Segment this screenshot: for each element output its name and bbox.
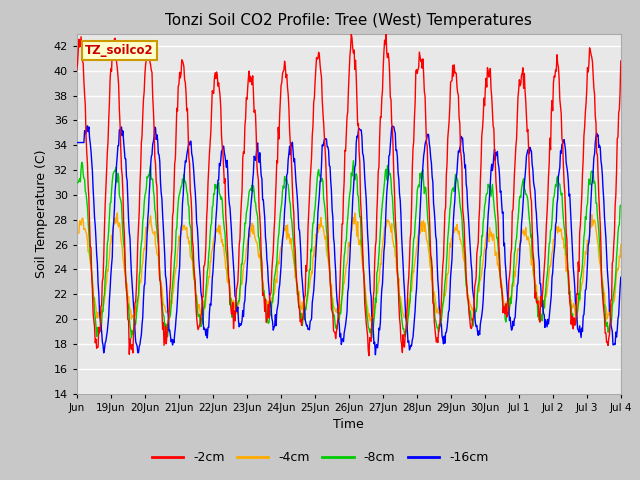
-8cm — [73, 180, 81, 185]
-16cm — [617, 275, 625, 280]
-16cm — [437, 320, 445, 326]
-2cm — [73, 67, 81, 73]
-16cm — [237, 321, 245, 327]
-8cm — [368, 335, 376, 341]
-16cm — [264, 278, 272, 284]
-2cm — [284, 91, 292, 97]
-2cm — [617, 58, 625, 64]
-2cm — [264, 312, 271, 318]
-2cm — [137, 165, 145, 171]
-4cm — [138, 274, 145, 280]
-4cm — [617, 241, 625, 247]
-4cm — [113, 210, 121, 216]
-4cm — [285, 231, 292, 237]
-8cm — [437, 321, 445, 326]
-4cm — [264, 299, 272, 304]
Line: -2cm: -2cm — [77, 33, 621, 356]
-8cm — [284, 182, 292, 188]
-2cm — [382, 30, 390, 36]
-2cm — [406, 237, 414, 242]
-2cm — [365, 353, 373, 359]
-4cm — [406, 291, 414, 297]
X-axis label: Time: Time — [333, 418, 364, 431]
Y-axis label: Soil Temperature (C): Soil Temperature (C) — [35, 149, 48, 278]
-8cm — [617, 203, 625, 208]
-16cm — [73, 140, 81, 145]
-16cm — [138, 332, 145, 338]
-16cm — [372, 352, 380, 358]
Line: -8cm: -8cm — [77, 161, 621, 338]
Line: -16cm: -16cm — [77, 126, 621, 355]
-4cm — [73, 230, 81, 236]
-2cm — [437, 313, 445, 319]
-4cm — [237, 281, 245, 287]
Legend: -2cm, -4cm, -8cm, -16cm: -2cm, -4cm, -8cm, -16cm — [147, 446, 493, 469]
-8cm — [137, 249, 145, 254]
Title: Tonzi Soil CO2 Profile: Tree (West) Temperatures: Tonzi Soil CO2 Profile: Tree (West) Temp… — [165, 13, 532, 28]
-8cm — [349, 158, 357, 164]
Text: TZ_soilco2: TZ_soilco2 — [85, 44, 154, 58]
-8cm — [237, 281, 244, 287]
-2cm — [237, 215, 244, 220]
-8cm — [264, 318, 271, 324]
-4cm — [367, 318, 374, 324]
-4cm — [437, 310, 445, 316]
-16cm — [406, 345, 414, 351]
-16cm — [84, 123, 92, 129]
Line: -4cm: -4cm — [77, 213, 621, 321]
-16cm — [285, 151, 292, 156]
-8cm — [406, 298, 414, 304]
